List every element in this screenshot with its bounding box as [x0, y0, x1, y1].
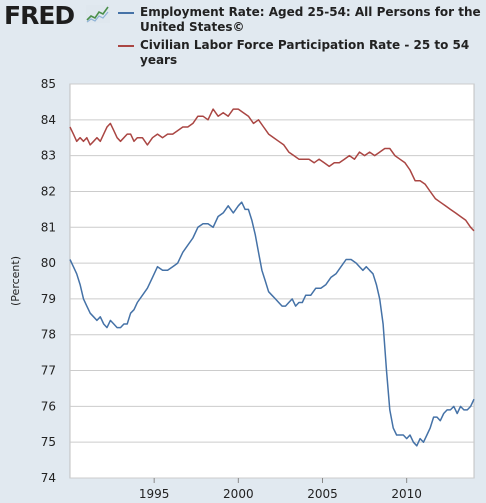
- y-tick-label-75: 75: [41, 435, 56, 449]
- legend-swatch-participation: [118, 45, 134, 47]
- legend-item-employment[interactable]: Employment Rate: Aged 25-54: All Persons…: [118, 5, 482, 35]
- x-tick-label-2000: 2000: [223, 487, 254, 501]
- x-tick-label-2010: 2010: [391, 487, 422, 501]
- y-tick-label-80: 80: [41, 256, 56, 270]
- series-line-participation: [69, 108, 475, 232]
- y-tick-label-78: 78: [41, 328, 56, 342]
- legend-swatch-employment: [118, 12, 134, 14]
- y-tick-label-79: 79: [41, 292, 56, 306]
- fred-logo: FRED: [4, 1, 75, 30]
- legend-item-participation[interactable]: Civilian Labor Force Participation Rate …: [118, 38, 482, 68]
- y-tick-label-74: 74: [41, 471, 56, 485]
- x-axis-ticks: 1995 2000 2005 2010: [139, 478, 422, 501]
- legend-label-employment: Employment Rate: Aged 25-54: All Persons…: [140, 5, 481, 34]
- gridlines: [70, 83, 474, 479]
- legend-label-participation: Civilian Labor Force Participation Rate …: [140, 38, 470, 67]
- y-axis-label: (Percent): [9, 256, 22, 306]
- sparkline-icon: [86, 5, 110, 23]
- x-tick-label-1995: 1995: [139, 487, 170, 501]
- x-tick-label-2005: 2005: [307, 487, 338, 501]
- y-tick-label-77: 77: [41, 364, 56, 378]
- y-tick-label-76: 76: [41, 399, 56, 413]
- y-tick-label-81: 81: [41, 220, 56, 234]
- y-tick-label-84: 84: [41, 113, 56, 127]
- y-tick-label-83: 83: [41, 149, 56, 163]
- series-line-employment: [69, 201, 475, 447]
- y-tick-label-85: 85: [41, 77, 56, 91]
- chart-header: FRED Employment Rate: Aged 25-54: All Pe…: [0, 0, 486, 70]
- y-axis-ticks: 74 75 76 77 78 79 80 81 82 83 84 85: [41, 77, 56, 485]
- series-lines: [69, 108, 475, 447]
- y-tick-label-82: 82: [41, 184, 56, 198]
- plot-area: [69, 83, 475, 479]
